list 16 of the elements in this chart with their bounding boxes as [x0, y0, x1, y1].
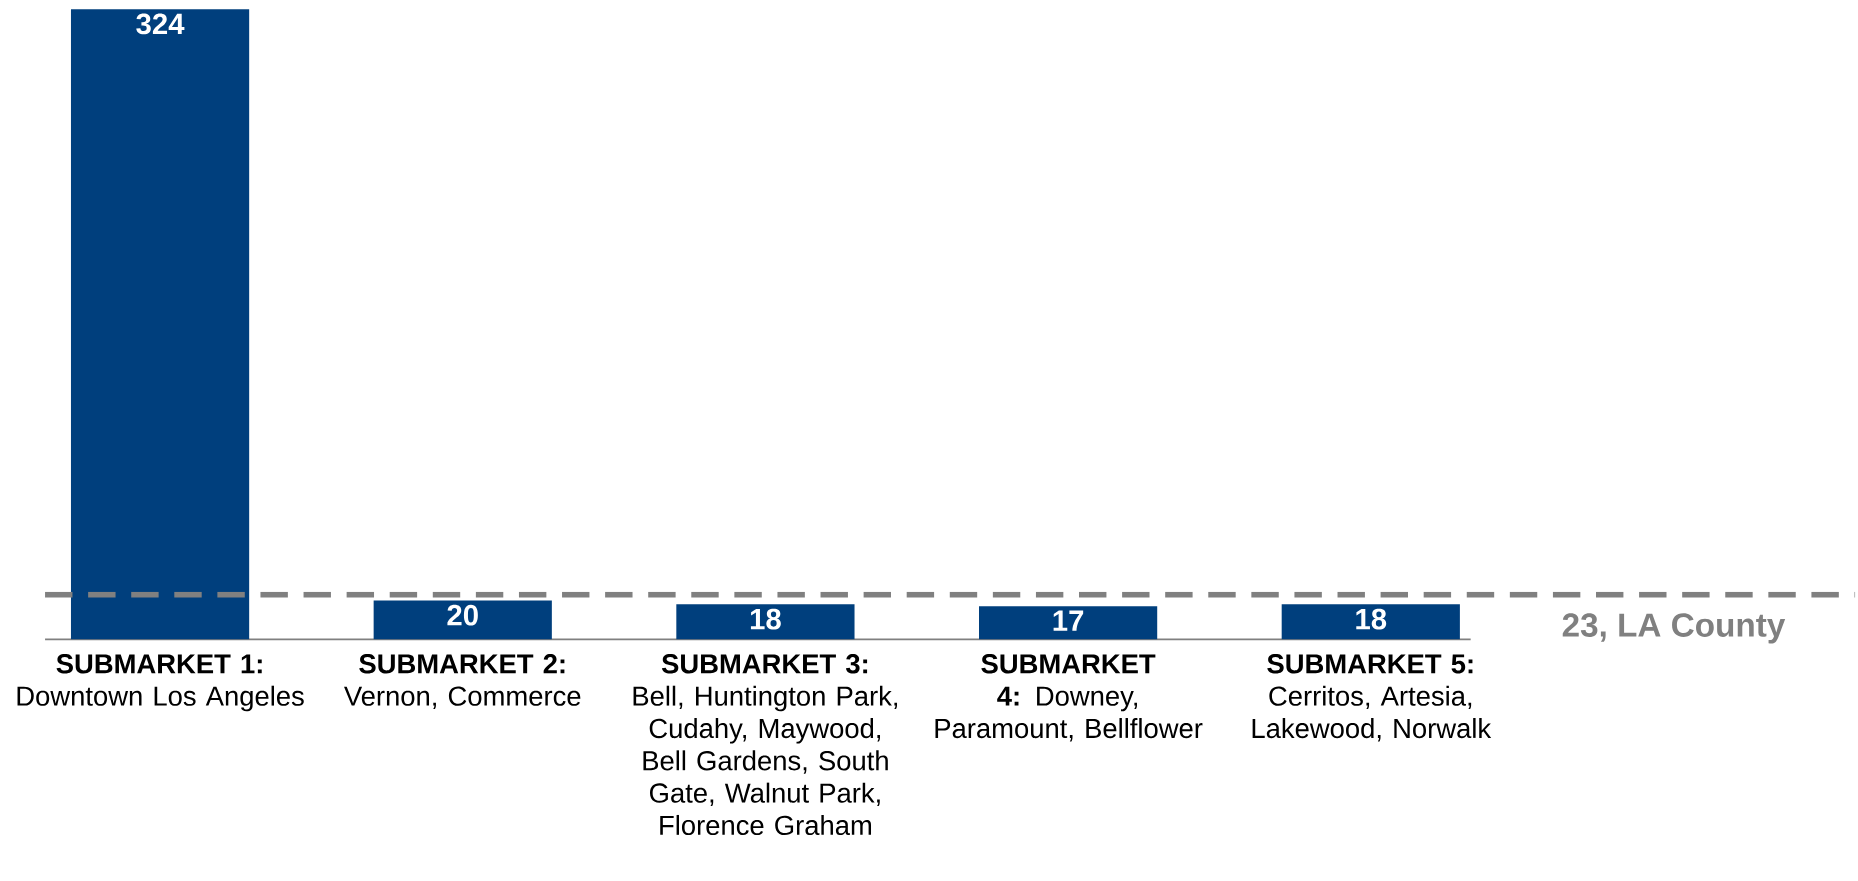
data-label: 324: [136, 13, 185, 35]
x-tick-label: SUBMARKET 3: Bell, Huntington Park, Cudahy, Maywood, Bell Gardens, South Gate, Walnut Park, Florence Graham: [633, 653, 898, 835]
bar: [1281, 604, 1460, 640]
bar: [676, 604, 855, 640]
bar: [373, 600, 552, 640]
bar: [70, 9, 250, 640]
data-label: 18: [1356, 608, 1387, 630]
data-label: 17: [1053, 610, 1084, 631]
x-tick-label: SUBMARKET 2: Vernon, Commerce: [344, 653, 581, 709]
bar: [979, 606, 1158, 640]
ref-line-label: 23, LA County: [1562, 613, 1786, 644]
x-tick-label: SUBMARKET 1: Downtown Los Angeles: [17, 653, 304, 712]
x-tick-label: SUBMARKET 5: Cerritos, Artesia, Lakewood, Norwalk: [1252, 653, 1492, 742]
data-label: 18: [750, 608, 781, 630]
x-tick-label: SUBMARKET 4: Downey, Paramount, Bellflower: [935, 653, 1203, 742]
data-label: 20: [447, 604, 478, 626]
